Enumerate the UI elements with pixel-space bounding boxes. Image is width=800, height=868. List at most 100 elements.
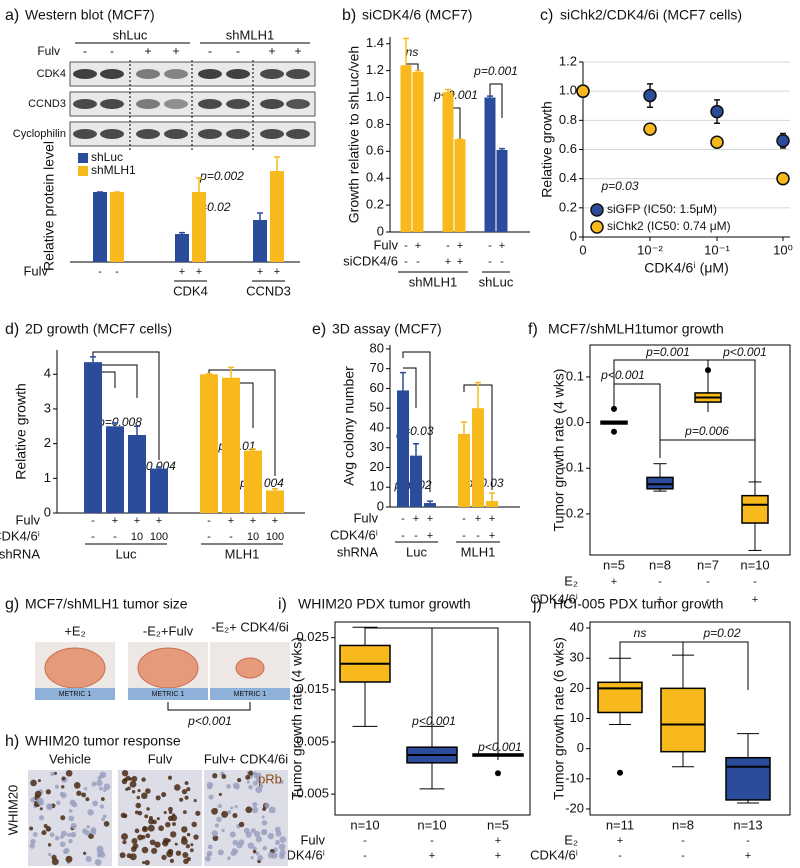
nucleus [68, 815, 75, 822]
nucleus [99, 786, 103, 791]
y-axis-label: Growth relative to shLuc/veh [346, 46, 362, 223]
nucleus [195, 810, 201, 816]
error-bar [400, 371, 406, 391]
box [725, 756, 771, 801]
nucleus [184, 781, 189, 786]
nucleus [218, 792, 222, 797]
y-tick-label: 0.005 [296, 733, 329, 748]
bracket [707, 359, 756, 485]
box [597, 681, 643, 714]
condition-sign: - [706, 576, 710, 588]
nucleus [168, 810, 173, 814]
nucleus [227, 856, 231, 861]
group-label: Luc [406, 544, 427, 559]
error-bar [196, 177, 202, 192]
nucleus [279, 836, 287, 843]
condition-sign: + [250, 515, 256, 527]
nucleus [149, 839, 156, 846]
nucleus [208, 794, 214, 800]
nucleus [132, 843, 139, 849]
nucleus [253, 773, 259, 779]
y-tick-label: 0.8 [366, 116, 384, 131]
nucleus [59, 791, 65, 797]
condition-sign: 10 [247, 531, 259, 543]
bar [454, 139, 466, 232]
box [646, 476, 674, 490]
nucleus [172, 822, 176, 826]
nucleus [174, 784, 181, 791]
nucleus [179, 797, 184, 802]
condition-sign: - [462, 530, 466, 542]
nucleus [144, 814, 149, 819]
outlier [611, 405, 617, 412]
point [576, 84, 590, 98]
x-tick-label: 10⁰ [773, 242, 793, 257]
condition-name: E₂ [564, 573, 578, 588]
panel-title: MCF7/shMLH1tumor growth [548, 321, 724, 337]
nucleus [258, 783, 264, 789]
ruler [35, 688, 115, 700]
nucleus [141, 777, 146, 782]
nucleus [264, 802, 270, 809]
condition-sign: + [475, 513, 481, 525]
nucleus [122, 839, 127, 845]
nucleus [50, 771, 55, 776]
y-tick-label: 1.2 [559, 53, 577, 68]
y-tick-label: 10 [370, 479, 384, 494]
y-tick-label: 0.4 [366, 170, 384, 185]
outlier [705, 367, 711, 374]
ruler-label: METRIC 1 [234, 691, 267, 698]
plot-frame [589, 621, 791, 816]
nucleus [131, 837, 138, 844]
tumor [44, 647, 106, 689]
condition-sign: - [229, 531, 233, 543]
nucleus [90, 827, 97, 834]
error-bar [206, 372, 212, 375]
nucleus [181, 789, 188, 795]
y-tick-label: 0.025 [296, 629, 329, 644]
panel-title: Western blot (MCF7) [25, 7, 155, 23]
nucleus [67, 832, 72, 837]
nucleus [127, 786, 131, 791]
y-tick-label: 0 [377, 223, 384, 238]
nucleus [56, 800, 61, 806]
blot-band [164, 99, 188, 109]
y-tick-label: 60 [370, 380, 384, 395]
sample-size: n=8 [672, 817, 694, 832]
condition-name: CDK4/6ⁱ [277, 847, 325, 862]
p-value: p=0.001 [473, 64, 518, 78]
legend-marker [590, 203, 604, 217]
condition-name: CDK4/6ⁱ [530, 847, 578, 862]
condition-sign: - [430, 835, 434, 847]
bracket [613, 383, 661, 458]
group-label: CDK4 [173, 283, 208, 298]
y-tick-label: 0 [377, 498, 384, 513]
blot-band [286, 99, 310, 109]
nucleus [141, 826, 148, 833]
condition-sign: - [476, 530, 480, 542]
box [741, 494, 769, 524]
condition-sign: 100 [150, 531, 168, 543]
blot-band [73, 129, 97, 139]
nucleus [146, 807, 150, 811]
nucleus [165, 821, 171, 828]
panel-label: h) [5, 733, 19, 750]
nucleus [121, 769, 129, 777]
sample-size: n=8 [649, 557, 671, 572]
nucleus [85, 855, 92, 863]
panel-title: siChk2/CDK4/6i (MCF7 cells) [560, 7, 742, 23]
nucleus [166, 850, 173, 858]
blot-group: shMLH1 [226, 27, 274, 42]
bar [496, 149, 508, 232]
nucleus [131, 790, 136, 794]
blot-band [286, 69, 310, 79]
error-bar [250, 448, 256, 451]
condition-sign: + [415, 240, 421, 252]
nucleus [129, 780, 137, 788]
nucleus [190, 843, 194, 847]
nucleus [278, 843, 286, 851]
bar [472, 408, 484, 507]
condition-sign: + [413, 513, 419, 525]
nucleus [59, 841, 66, 848]
nucleus [279, 849, 286, 856]
